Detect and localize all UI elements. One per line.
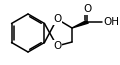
Text: O: O [53,14,61,24]
Text: OH: OH [103,17,119,27]
Text: O: O [83,4,91,14]
Polygon shape [72,21,88,28]
Text: O: O [53,41,61,51]
